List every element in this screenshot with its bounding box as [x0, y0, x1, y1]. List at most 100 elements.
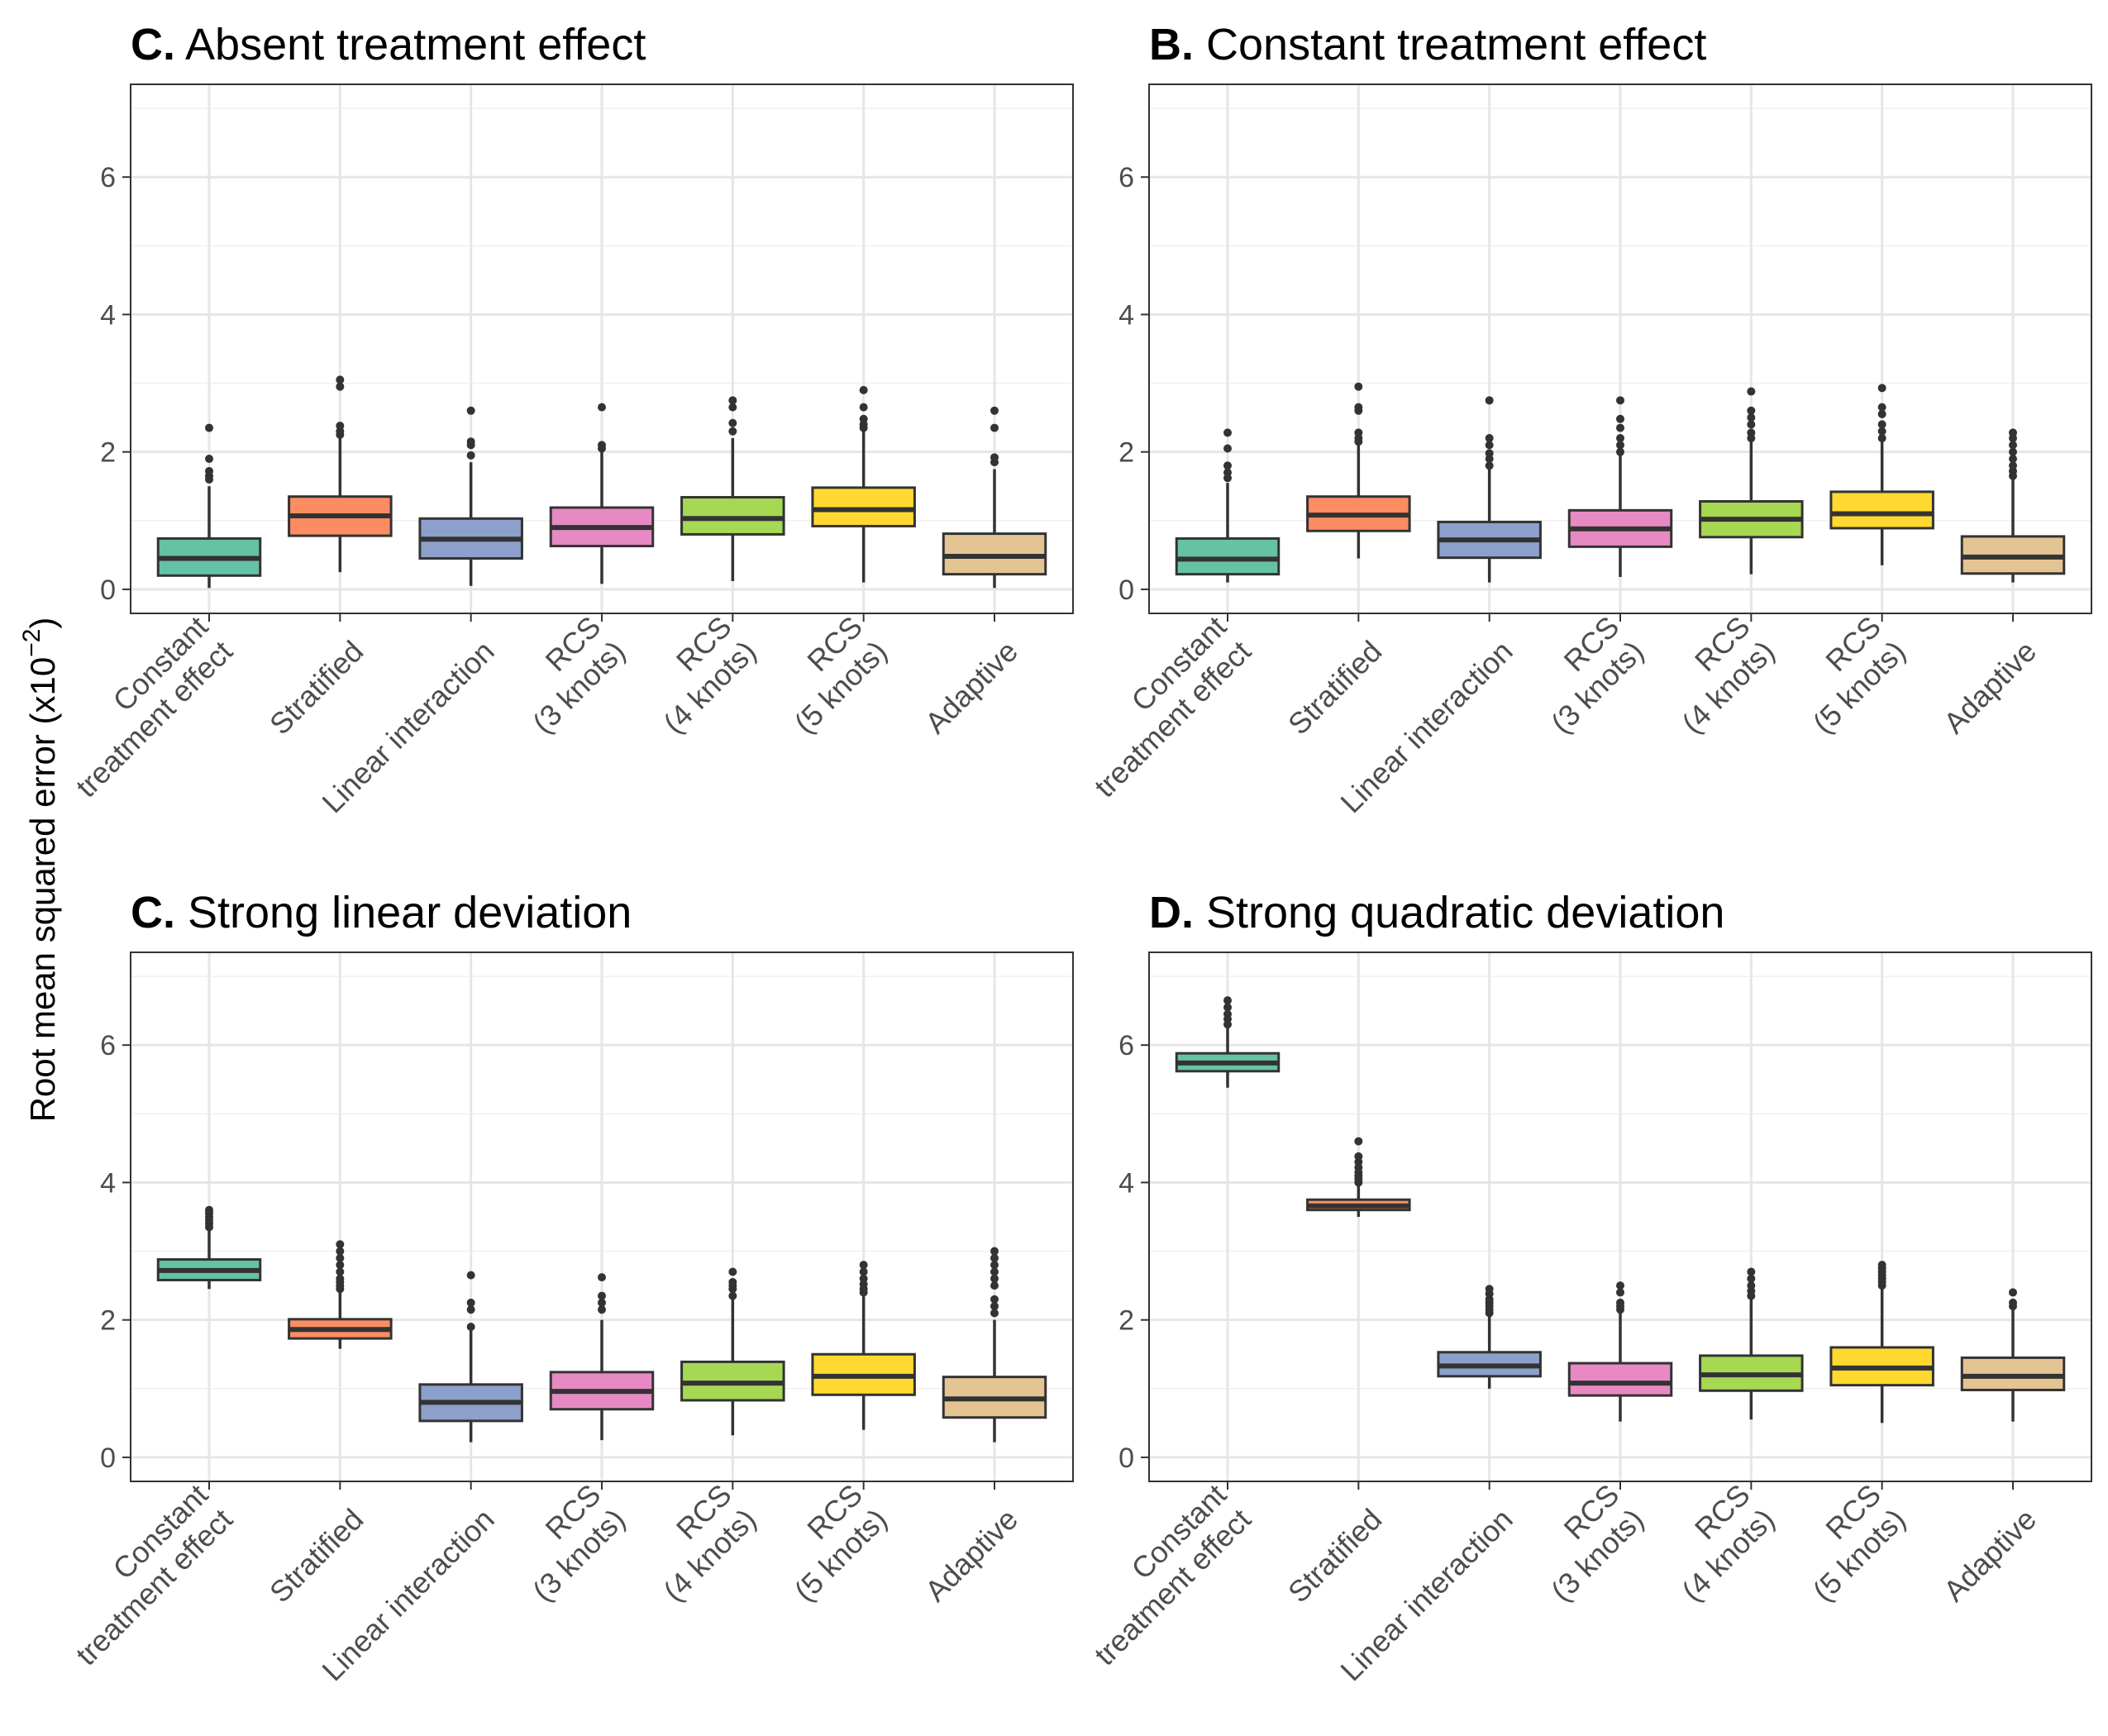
outlier-point	[990, 453, 999, 462]
outlier-point	[1354, 403, 1363, 412]
y-tick-label: 2	[1118, 437, 1134, 469]
box-7	[942, 406, 1047, 589]
y-tick-label: 4	[100, 1167, 116, 1199]
outlier-point	[466, 1271, 475, 1280]
category-label-line: Stratified	[263, 1502, 370, 1609]
category-label: RCS(4 knots)	[1651, 1477, 1781, 1608]
outlier-point	[1616, 423, 1624, 432]
y-tick-label: 2	[1118, 1305, 1134, 1337]
outlier-point	[336, 1247, 345, 1256]
category-label: RCS(5 knots)	[1781, 1477, 1912, 1608]
outlier-point	[205, 423, 213, 432]
box-2	[288, 375, 393, 573]
outlier-point	[2009, 1298, 2017, 1307]
outlier-point	[859, 1261, 868, 1270]
category-label: Constanttreatment effect	[45, 609, 239, 804]
outlier-point	[1485, 434, 1494, 443]
panel-letter: B.	[1149, 20, 1194, 69]
category-label-line: Adaptive	[1937, 1502, 2043, 1608]
box-4	[549, 1273, 655, 1441]
y-tick-label: 0	[100, 575, 116, 606]
outlier-point	[990, 1295, 999, 1304]
category-label: RCS(4 knots)	[1651, 609, 1781, 740]
outlier-point	[728, 1267, 737, 1276]
category-label: RCS(4 knots)	[632, 609, 763, 740]
panel-title-text: Strong quadratic deviation	[1194, 888, 1724, 937]
outlier-point	[336, 1274, 345, 1283]
box-1	[156, 423, 262, 589]
outlier-point	[859, 385, 868, 394]
y-tick-label: 6	[100, 162, 116, 193]
outlier-point	[1485, 449, 1494, 458]
box-5	[1699, 387, 1804, 575]
y-tick-label: 2	[100, 437, 116, 469]
outlier-point	[1485, 1285, 1494, 1294]
box-body	[811, 486, 916, 527]
outlier-point	[1877, 434, 1886, 443]
outlier-point	[1747, 1274, 1756, 1283]
outlier-point	[2009, 461, 2017, 470]
outlier-point	[1354, 1152, 1363, 1161]
outlier-point	[1223, 428, 1232, 437]
outlier-point	[1877, 420, 1886, 429]
panel-title: B. Constant treatment effect	[1149, 20, 1706, 69]
category-label: RCS(5 knots)	[763, 1477, 894, 1608]
category-label: RCS(5 knots)	[1781, 609, 1912, 740]
outlier-point	[990, 1267, 999, 1276]
box-6	[811, 385, 916, 583]
outlier-point	[2009, 1288, 2017, 1297]
box-6	[1829, 1261, 1934, 1424]
outlier-point	[1223, 461, 1232, 470]
outlier-point	[1616, 1281, 1624, 1290]
outlier-point	[990, 1253, 999, 1262]
panel-title: C. Strong linear deviation	[131, 888, 632, 937]
box-4	[1567, 396, 1673, 577]
outlier-point	[336, 1240, 345, 1249]
outlier-point	[990, 1309, 999, 1318]
outlier-point	[1223, 444, 1232, 453]
outlier-point	[1354, 1137, 1363, 1146]
outlier-point	[1747, 387, 1756, 396]
outlier-point	[990, 1281, 999, 1290]
category-label: Constanttreatment effect	[45, 1477, 239, 1672]
outlier-point	[1616, 441, 1624, 450]
box-1	[1175, 996, 1281, 1088]
category-label: RCS(3 knots)	[1519, 609, 1650, 740]
outlier-point	[1877, 427, 1886, 436]
box-3	[418, 1271, 523, 1443]
box-body	[1567, 1362, 1673, 1397]
outlier-point	[2009, 447, 2017, 456]
panel-title-text: Absent treatment effect	[175, 20, 646, 69]
box-3	[1437, 396, 1542, 583]
outlier-point	[336, 382, 345, 391]
outlier-point	[1877, 1261, 1886, 1270]
outlier-point	[598, 1305, 606, 1314]
outlier-point	[336, 422, 345, 431]
outlier-point	[1877, 403, 1886, 412]
box-7	[942, 1247, 1047, 1443]
outlier-point	[1485, 461, 1494, 470]
panel-title-text: Strong linear deviation	[175, 888, 632, 937]
outlier-point	[859, 414, 868, 423]
outlier-point	[859, 403, 868, 412]
category-label-line: Stratified	[1281, 634, 1388, 741]
outlier-point	[990, 1274, 999, 1283]
outlier-point	[1223, 1009, 1232, 1018]
category-label-line: Adaptive	[918, 634, 1024, 740]
outlier-point	[1877, 409, 1886, 418]
box-1	[156, 1205, 262, 1290]
category-label: Adaptive	[918, 1502, 1024, 1608]
outlier-point	[1616, 434, 1624, 443]
category-label: Stratified	[1281, 1502, 1388, 1609]
outlier-point	[1616, 414, 1624, 423]
box-7	[1960, 428, 2066, 583]
outlier-point	[990, 1247, 999, 1256]
outlier-point	[1747, 413, 1756, 422]
box-7	[1960, 1288, 2066, 1422]
category-label: Adaptive	[1937, 634, 2043, 740]
category-label: RCS(5 knots)	[763, 609, 894, 740]
category-label-line: Adaptive	[1937, 634, 2043, 740]
box-2	[1306, 1137, 1411, 1217]
outlier-point	[1747, 1281, 1756, 1290]
